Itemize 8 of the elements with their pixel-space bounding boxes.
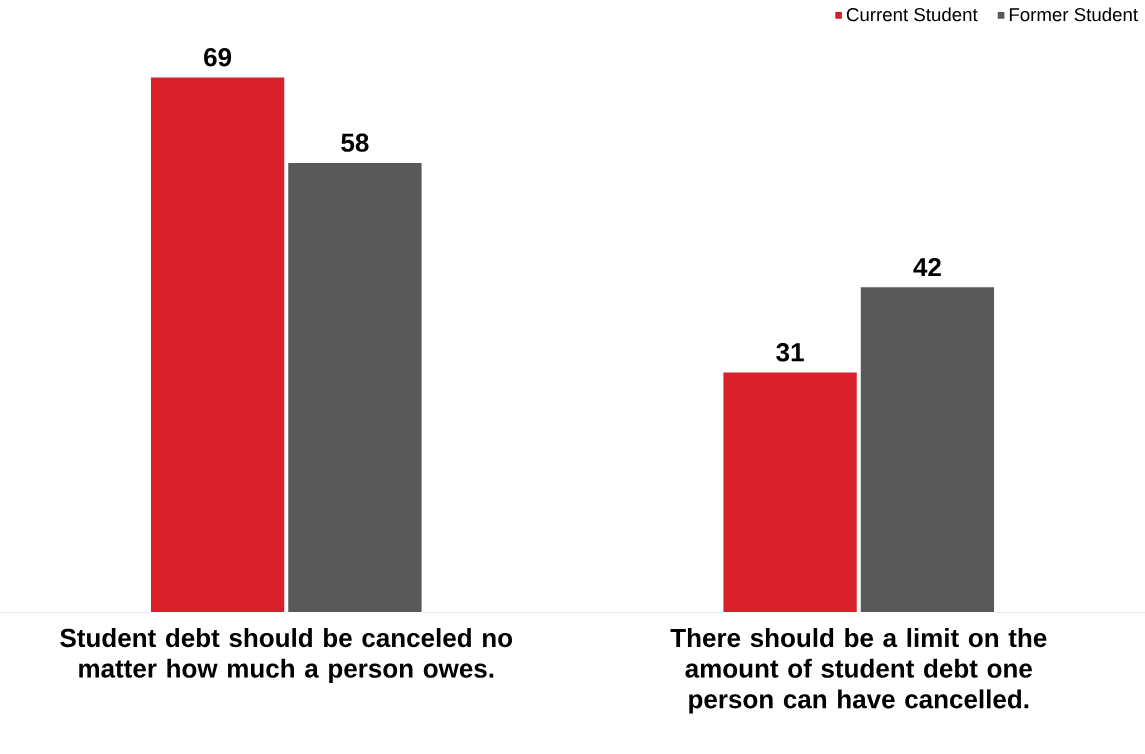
data-label: 42 — [913, 257, 941, 277]
data-label: 58 — [341, 133, 369, 152]
data-label: 31 — [776, 343, 804, 362]
data-label: 69 — [204, 48, 232, 67]
x-tick-label: There should be a limit on the amount of student debt one person can have cancelled. — [670, 628, 1047, 714]
legend-label: Former Student — [1009, 7, 1138, 22]
legend-label: Current Student — [846, 7, 978, 22]
x-tick-label: Student debt should be canceled no matter how much a person owes. — [60, 628, 513, 683]
